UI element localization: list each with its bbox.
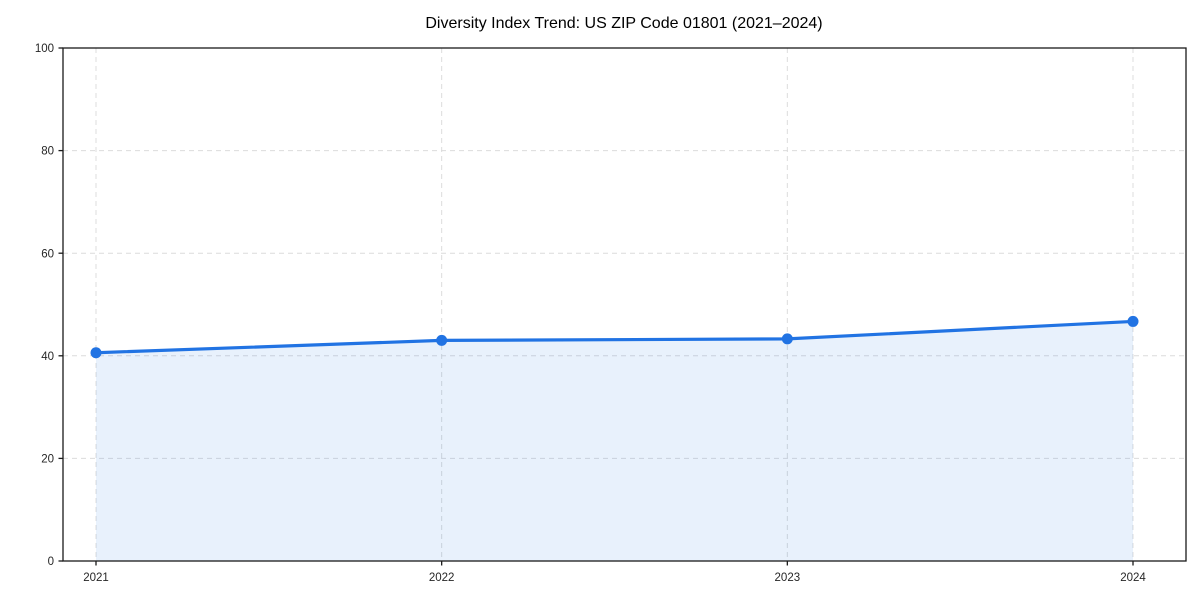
y-tick-label: 40 <box>41 351 54 363</box>
x-tick-label: 2024 <box>1120 572 1146 584</box>
trend-line <box>94 319 1135 355</box>
data-point <box>1127 315 1139 327</box>
y-tick-label: 60 <box>41 248 54 260</box>
data-points <box>90 315 1139 359</box>
y-tick-label: 0 <box>48 556 54 568</box>
x-tick-label: 2022 <box>429 572 455 584</box>
y-tick-label: 100 <box>35 43 54 55</box>
y-tick-label: 80 <box>41 146 54 158</box>
data-point <box>90 347 102 359</box>
y-tick-label: 20 <box>41 454 54 466</box>
chart-title: Diversity Index Trend: US ZIP Code 01801… <box>425 15 822 32</box>
data-point <box>781 333 793 345</box>
area-fill <box>96 321 1133 561</box>
x-tick-label: 2021 <box>83 572 109 584</box>
data-point <box>436 334 448 346</box>
y-axis: 0 20 40 60 80 100 <box>35 43 63 568</box>
x-tick-label: 2023 <box>775 572 801 584</box>
plot-border <box>62 47 1187 562</box>
x-axis: 2021 2022 2023 2024 <box>83 561 1146 584</box>
